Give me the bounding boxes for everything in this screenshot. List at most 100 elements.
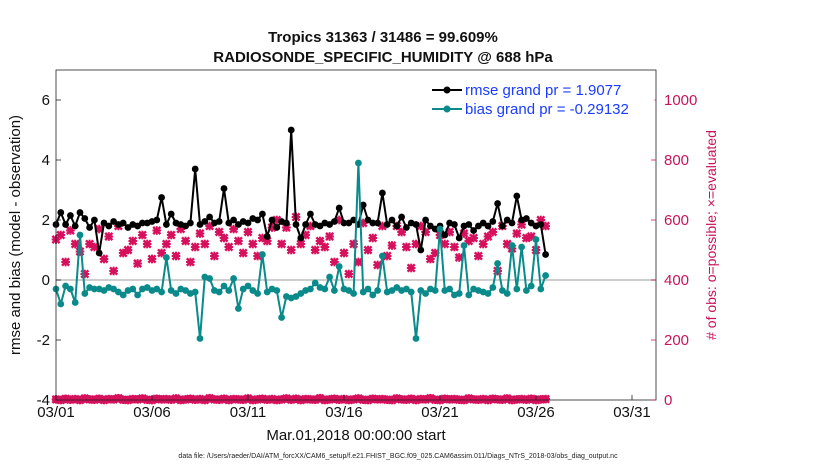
x-tick-label: 03/31 bbox=[613, 404, 651, 421]
rmse-point bbox=[206, 213, 214, 221]
rmse-point bbox=[259, 210, 266, 218]
rmse-point bbox=[388, 216, 396, 224]
bias-point bbox=[119, 291, 127, 299]
evaluated-point bbox=[349, 239, 359, 249]
evaluated-point bbox=[310, 245, 320, 255]
evaluated-point bbox=[368, 233, 378, 243]
evaluated-point bbox=[80, 269, 90, 279]
bias-point bbox=[278, 314, 285, 321]
evaluated-point bbox=[219, 233, 229, 243]
rmse-point bbox=[369, 219, 377, 227]
y-axis-label-right: # of obs: o=possible; ×=evaluated bbox=[703, 130, 719, 340]
rmse-point bbox=[393, 222, 401, 230]
bias-point bbox=[537, 285, 545, 293]
chart-subtitle: RADIOSONDE_SPECIFIC_HUMIDITY @ 688 hPa bbox=[213, 49, 553, 66]
rmse-point bbox=[383, 221, 391, 228]
evaluated-point bbox=[133, 259, 143, 268]
rmse-point bbox=[244, 219, 252, 227]
y-tick-label-right: 0 bbox=[664, 392, 672, 409]
bias-point bbox=[273, 287, 281, 294]
bias-point bbox=[489, 284, 497, 291]
legend-rmse-marker bbox=[443, 86, 451, 94]
bias-point bbox=[446, 285, 453, 293]
bias-point bbox=[321, 285, 329, 293]
x-tick-label: 03/21 bbox=[421, 404, 459, 421]
y-tick-label-left: -2 bbox=[37, 332, 50, 349]
rmse-point bbox=[489, 218, 497, 225]
rmse-point bbox=[86, 224, 93, 231]
plot-frame bbox=[55, 69, 657, 401]
y-tick-label-left: 4 bbox=[42, 152, 50, 169]
bias-point bbox=[81, 290, 89, 297]
rmse-point bbox=[187, 219, 194, 227]
evaluated-point bbox=[243, 227, 253, 237]
x-tick-label: 03/26 bbox=[517, 404, 555, 421]
y-tick-label-right: 200 bbox=[664, 332, 689, 349]
x-tick-label: 03/11 bbox=[230, 404, 266, 421]
rmse-point bbox=[331, 218, 338, 225]
bias-point bbox=[67, 285, 74, 293]
evaluated-point bbox=[209, 251, 219, 261]
evaluated-point bbox=[325, 232, 335, 241]
evaluated-point bbox=[142, 239, 152, 249]
bias-point bbox=[191, 288, 199, 296]
rmse-point bbox=[167, 210, 175, 218]
rmse-point bbox=[465, 221, 473, 228]
bias-point bbox=[215, 288, 223, 296]
rmse-point bbox=[403, 224, 410, 231]
evaluated-point bbox=[200, 239, 210, 249]
x-tick-label: 03/01 bbox=[37, 404, 75, 421]
bias-point bbox=[244, 282, 252, 290]
bias-point bbox=[225, 287, 233, 294]
rmse-point bbox=[287, 126, 295, 134]
bias-point bbox=[71, 299, 79, 306]
bias-point bbox=[542, 272, 549, 279]
rmse-point bbox=[374, 219, 381, 227]
bias-point bbox=[235, 305, 242, 312]
bias-point bbox=[259, 251, 266, 258]
evaluated-point bbox=[147, 254, 157, 264]
bias-point bbox=[220, 282, 228, 290]
evaluated-point bbox=[488, 227, 498, 237]
y-tick-label-left: 0 bbox=[42, 272, 50, 289]
legend-rmse-label: rmse grand pr = 1.9077 bbox=[465, 82, 621, 99]
series-bias bbox=[52, 159, 549, 342]
evaluated-point bbox=[353, 257, 363, 267]
y-tick-label-right: 1000 bbox=[664, 92, 697, 109]
bias-point bbox=[503, 290, 511, 297]
rmse-point bbox=[494, 200, 501, 207]
legend-bias-label: bias grand pr = -0.29132 bbox=[465, 101, 629, 118]
bias-point bbox=[465, 291, 473, 299]
evaluated-point bbox=[406, 263, 416, 273]
evaluated-point bbox=[195, 229, 205, 238]
rmse-point bbox=[268, 216, 276, 224]
evaluated-point bbox=[56, 230, 66, 240]
evaluated-point bbox=[469, 233, 479, 243]
bias-point bbox=[172, 290, 180, 297]
x-tick-label: 03/16 bbox=[325, 404, 363, 421]
evaluated-point bbox=[387, 241, 397, 250]
rmse-point bbox=[95, 249, 103, 257]
rmse-point bbox=[91, 216, 98, 224]
rmse-point bbox=[297, 234, 305, 242]
evaluated-point bbox=[344, 269, 354, 279]
rmse-point bbox=[542, 251, 549, 258]
rmse-point bbox=[484, 222, 492, 230]
x-tick-label: 03/06 bbox=[133, 404, 171, 421]
bias-point bbox=[460, 242, 468, 249]
rmse-point bbox=[451, 221, 458, 228]
bias-point bbox=[91, 285, 98, 293]
bias-point bbox=[326, 273, 333, 281]
evaluated-point bbox=[449, 242, 459, 252]
bias-point bbox=[206, 275, 214, 282]
bias-point bbox=[431, 287, 439, 294]
evaluated-point bbox=[137, 230, 147, 240]
rmse-point bbox=[508, 219, 516, 227]
possible-point bbox=[541, 394, 551, 404]
evaluated-point bbox=[248, 239, 258, 249]
evaluated-point bbox=[181, 236, 191, 246]
rmse-point bbox=[71, 222, 79, 230]
bias-point bbox=[494, 260, 501, 267]
bias-point bbox=[436, 225, 444, 233]
rmse-point bbox=[307, 210, 314, 218]
